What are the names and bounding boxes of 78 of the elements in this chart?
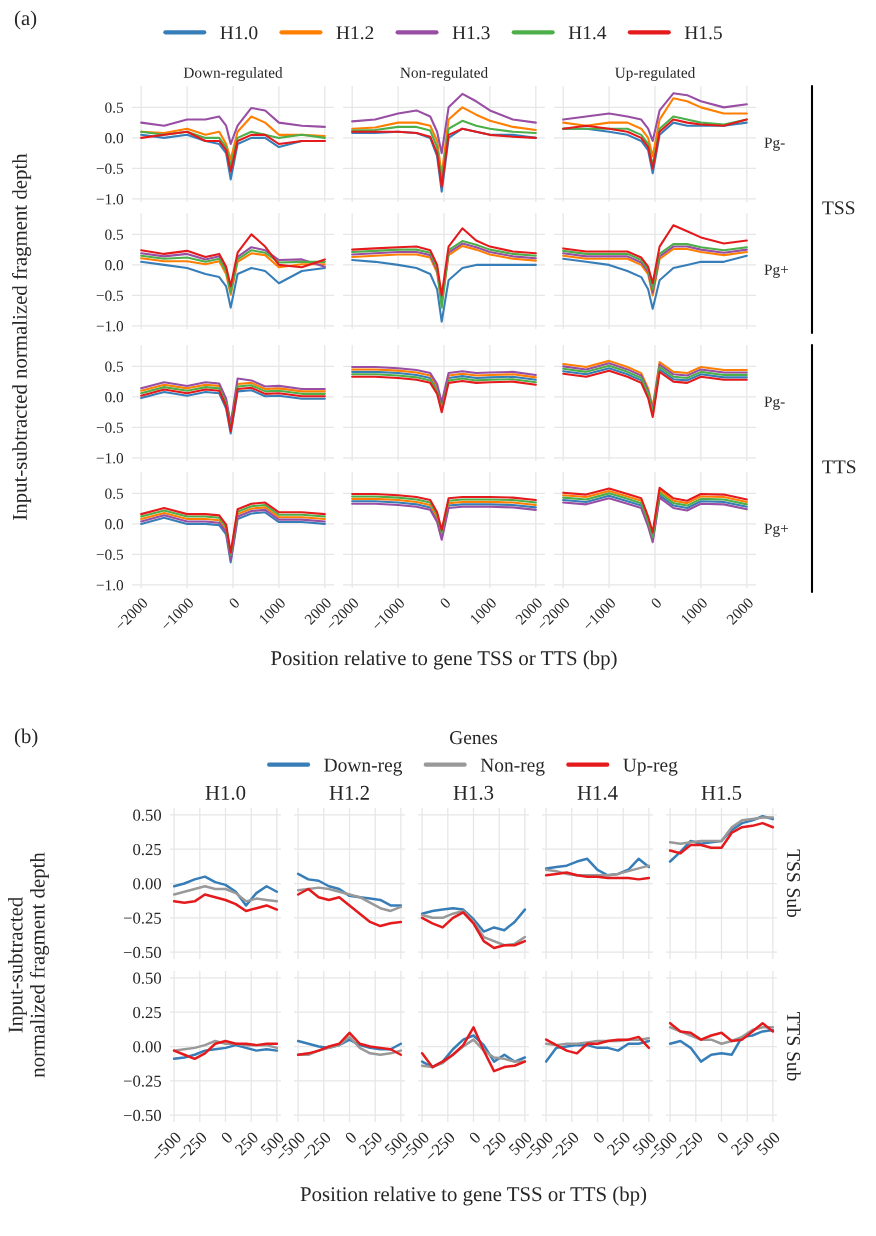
- x-tick-label: 0: [468, 1131, 482, 1145]
- text: TSS Sub: [786, 849, 801, 918]
- y-tick-label: 0.0: [105, 133, 124, 144]
- y-tick-label: −0.25: [123, 912, 162, 924]
- chart-title: Up-regulated: [615, 67, 696, 81]
- y-tick-label: 0.0: [105, 392, 124, 403]
- x-tick-label: 250: [234, 1131, 260, 1156]
- y-tick-label: 0.00: [133, 878, 162, 890]
- text: Pg+: [764, 523, 789, 537]
- legend-label: Up-reg: [623, 758, 678, 776]
- y-tick-label: −1.0: [96, 580, 124, 591]
- y-tick-label: 0.00: [133, 1041, 162, 1053]
- legend-label: H1.2: [336, 26, 374, 40]
- x-tick-label: 0: [592, 1131, 606, 1145]
- legend-label: H1.5: [684, 26, 722, 40]
- text: (b): [14, 728, 38, 748]
- line-series: [172, 893, 279, 913]
- line-series: [172, 885, 279, 903]
- x-axis-title: Position relative to gene TSS or TTS (bp): [300, 1186, 647, 1206]
- chart-title: H1.0: [205, 785, 246, 800]
- y-tick-label: 0.5: [105, 229, 124, 240]
- chart-title: H1.2: [329, 785, 369, 800]
- y-tick-label: 0.0: [105, 519, 124, 530]
- y-tick-label: −1.0: [96, 194, 124, 205]
- text: TTS Sub: [786, 1012, 801, 1081]
- text: Pg-: [764, 396, 785, 410]
- x-tick-label: −500: [150, 1131, 182, 1163]
- x-tick-label: 0: [716, 1131, 730, 1145]
- x-tick-label: 250: [482, 1131, 508, 1156]
- y-tick-label: −1.0: [96, 321, 124, 332]
- y-tick-label: 0.5: [105, 102, 124, 113]
- chart-title: Down-regulated: [183, 67, 283, 81]
- y-tick-label: −0.5: [96, 549, 124, 560]
- y-tick-label: 0.0: [105, 260, 124, 271]
- x-tick-label: 250: [730, 1131, 756, 1156]
- x-tick-label: 0: [439, 597, 452, 609]
- legend-label: H1.4: [568, 26, 607, 40]
- legend-label: Non-reg: [480, 758, 545, 776]
- text: (a): [14, 10, 37, 30]
- y-tick-label: −1.0: [96, 453, 124, 464]
- text: TTS: [822, 460, 856, 474]
- legend-label: H1.3: [452, 26, 490, 40]
- y-tick-label: 0.5: [105, 488, 124, 499]
- y-tick-label: 0.50: [133, 809, 162, 821]
- x-tick-label: 0: [650, 597, 663, 609]
- chart-title: Non-regulated: [400, 67, 488, 81]
- line-series: [140, 233, 326, 288]
- x-tick-label: 0: [228, 597, 241, 609]
- text: Pg-: [764, 137, 785, 151]
- x-axis-title: Position relative to gene TSS or TTS (bp): [271, 650, 617, 670]
- x-tick-label: 250: [606, 1131, 632, 1156]
- line-series: [172, 875, 279, 907]
- x-tick-label: 250: [358, 1131, 384, 1156]
- y-tick-label: 0.50: [133, 972, 162, 984]
- chart-title: H1.5: [701, 785, 742, 800]
- y-tick-label: −0.50: [123, 1109, 162, 1122]
- y-tick-label: 0.5: [105, 361, 124, 372]
- text: Pg+: [764, 264, 789, 278]
- y-tick-label: −0.50: [123, 946, 162, 959]
- y-tick-label: −0.5: [96, 290, 124, 301]
- y-tick-label: 0.25: [133, 1006, 162, 1019]
- x-tick-label: 0: [344, 1131, 358, 1145]
- y-tick-label: −0.5: [96, 163, 124, 174]
- legend-label: Down-reg: [324, 758, 403, 776]
- chart-title: H1.4: [577, 785, 618, 800]
- y-axis-title: Input-subtracted normalized fragment depth: [8, 852, 49, 1078]
- x-tick-label: 500: [756, 1131, 781, 1156]
- x-tick-label: 0: [220, 1131, 234, 1145]
- y-axis-title: Input-subtracted normalized fragment depth: [12, 153, 32, 520]
- chart-title: H1.3: [453, 785, 494, 800]
- y-tick-label: −0.5: [96, 422, 124, 433]
- legend-label: H1.0: [220, 26, 258, 40]
- y-tick-label: 0.25: [133, 843, 162, 856]
- line-series: [140, 106, 326, 146]
- y-tick-label: −0.25: [123, 1075, 162, 1087]
- legend-title: Genes: [450, 731, 498, 745]
- line-series: [140, 260, 326, 309]
- text: TSS: [822, 201, 855, 215]
